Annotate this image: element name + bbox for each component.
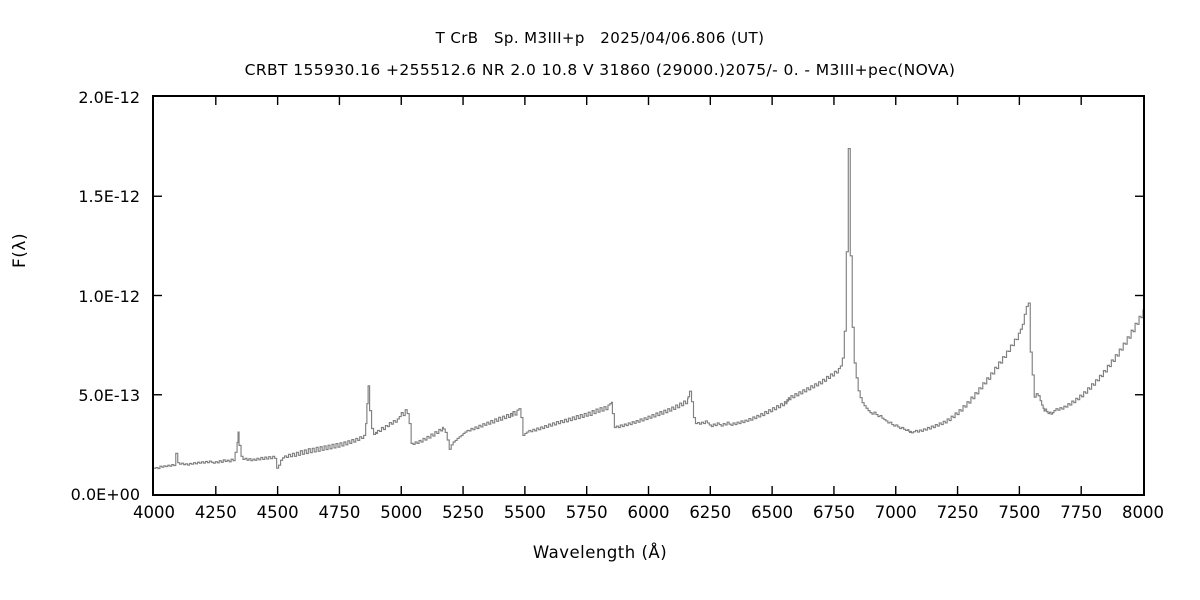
x-axis-ticks [215,97,1082,494]
y-axis-ticks [154,195,1143,396]
x-tick-label: 4500 [256,503,299,522]
x-tick-label: 4250 [194,503,237,522]
x-tick-label: 4750 [318,503,361,522]
x-tick-label: 4000 [133,503,175,522]
spectrum-plot-area [154,97,1143,494]
x-tick-label: 7500 [998,503,1041,522]
x-tick-label: 6750 [812,503,855,522]
plot-frame [152,95,1145,496]
x-tick-label: 5000 [380,503,423,522]
x-tick-label: 5750 [565,503,608,522]
y-tick-label: 5.0E-13 [78,385,140,405]
x-tick-label: 6250 [689,503,732,522]
figure-title-main: T CrB Sp. M3III+p 2025/04/06.806 (UT) [435,29,765,47]
x-tick-label: 8000 [1122,503,1164,522]
y-axis-label: F(λ) [10,232,30,268]
x-tick-label: 7750 [1060,503,1103,522]
figure-title-subtitle: CRBT 155930.16 +255512.6 NR 2.0 10.8 V 3… [244,61,956,79]
x-tick-label: 5500 [503,503,546,522]
y-tick-label: 1.0E-12 [78,286,140,306]
x-tick-label: 6500 [751,503,794,522]
x-axis-label: Wavelength (Å) [532,543,668,562]
x-tick-label: 5250 [442,503,485,522]
x-tick-label: 7000 [874,503,917,522]
y-tick-label: 0.0E+00 [70,485,140,504]
y-tick-label: 2.0E-12 [78,88,140,107]
x-tick-label: 6000 [627,503,670,522]
y-tick-label: 1.5E-12 [78,187,140,207]
spectrum-trace [154,148,1143,470]
x-tick-label: 7250 [936,503,979,522]
